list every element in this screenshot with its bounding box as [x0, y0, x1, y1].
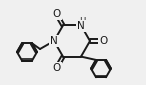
Text: O: O: [52, 9, 61, 19]
Text: O: O: [52, 63, 61, 73]
Text: N: N: [77, 21, 85, 31]
Text: N: N: [50, 36, 58, 46]
Text: H: H: [79, 17, 85, 26]
Text: O: O: [99, 36, 107, 46]
